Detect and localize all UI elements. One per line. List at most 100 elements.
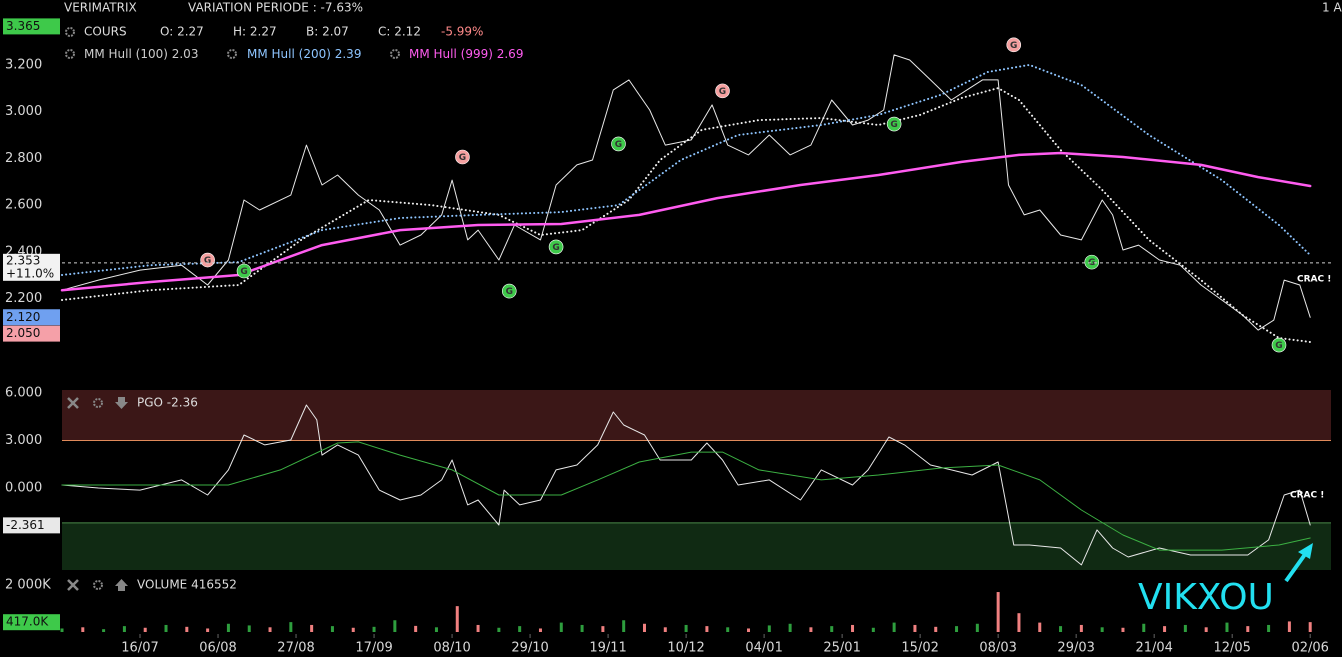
event-marker	[548, 239, 564, 255]
x-tick-label: 10/12	[667, 641, 704, 656]
annotation: CRAC !	[1290, 491, 1324, 501]
volume-bar	[705, 626, 709, 632]
volume-bar	[247, 625, 251, 632]
volume-bar	[892, 622, 896, 632]
series-line	[61, 87, 1312, 343]
volume-bar	[1308, 622, 1312, 632]
price-marker-sub: +11.0%	[6, 266, 54, 280]
event-marker	[236, 263, 252, 279]
event-label: G	[459, 153, 466, 163]
x-tick-label: 12/05	[1213, 641, 1250, 656]
volume-bar	[434, 627, 438, 632]
volume-bar	[809, 627, 813, 632]
event-label: G	[506, 287, 513, 297]
x-tick-label: 21/04	[1135, 641, 1172, 656]
event-label: G	[1010, 41, 1017, 51]
volume-bar	[414, 625, 418, 632]
gear-icon[interactable]	[93, 580, 103, 590]
volume-bar	[642, 623, 646, 632]
ohlc-close: C: 2.12	[378, 25, 421, 39]
volume-bar	[1100, 627, 1104, 632]
legend-cours: COURS	[84, 25, 127, 39]
gear-icon[interactable]	[93, 398, 103, 408]
event-label: G	[719, 87, 726, 97]
event-label: G	[615, 140, 622, 150]
y-tick-label: 3.000	[5, 433, 42, 448]
volume-bar	[310, 624, 314, 632]
x-tick-label: 27/08	[277, 641, 314, 656]
y-tick-label: 6.000	[5, 386, 42, 401]
volume-bar	[497, 627, 501, 632]
price-marker-label: 2.050	[6, 326, 40, 340]
price-marker	[3, 253, 60, 281]
volume-bar	[871, 627, 875, 632]
event-label: G	[204, 256, 211, 266]
volume-bar	[830, 626, 834, 632]
volume-bar	[1121, 627, 1125, 632]
gear-icon[interactable]	[65, 27, 75, 37]
event-label: G	[890, 120, 897, 130]
volume-bar	[601, 626, 605, 632]
volume-bar	[1038, 622, 1042, 632]
volume-bar	[1163, 626, 1167, 632]
volume-bar	[767, 625, 771, 632]
series-line	[61, 404, 1311, 566]
volume-bar	[622, 620, 626, 632]
y-tick-label: 2.600	[5, 198, 42, 213]
y-tick-label: 2.800	[5, 151, 42, 166]
close-icon[interactable]	[67, 579, 79, 591]
event-marker	[886, 116, 902, 132]
volume-bar	[580, 624, 584, 632]
volume-bar	[206, 628, 210, 632]
price-marker	[3, 309, 60, 326]
volume-bar	[1204, 627, 1208, 632]
y-tick-label: 0.000	[5, 480, 42, 495]
event-marker	[455, 149, 470, 165]
price-marker	[3, 325, 60, 342]
volume-bar	[81, 627, 85, 632]
change: -5.99%	[441, 25, 483, 39]
move-up-icon[interactable]	[115, 579, 128, 591]
price-marker	[3, 517, 60, 534]
gear-icon[interactable]	[65, 49, 75, 59]
ohlc-high: H: 2.27	[233, 25, 277, 39]
price-marker-label: -2.361	[6, 518, 45, 532]
series-line	[61, 63, 1312, 276]
event-marker	[200, 252, 215, 268]
volume-bar	[996, 592, 1000, 632]
volume-bar	[330, 626, 334, 632]
x-tick-label: 25/01	[823, 641, 860, 656]
event-label: G	[240, 267, 247, 277]
signature: VIKXOU	[1138, 577, 1274, 618]
y-tick-label: 3.000	[5, 104, 42, 119]
volume-bar	[226, 623, 230, 632]
price-marker	[3, 614, 60, 631]
price-marker-label: 3.365	[6, 19, 40, 33]
legend-value: 2.39	[335, 47, 362, 61]
volume-bar	[476, 624, 480, 632]
gear-icon[interactable]	[227, 49, 237, 59]
series-line	[61, 441, 1311, 551]
pgo-title: PGO -2.36	[137, 396, 198, 410]
x-tick-label: 29/10	[511, 641, 548, 656]
volume-bar	[559, 622, 563, 632]
event-label: G	[1275, 341, 1282, 351]
volume-bar	[1267, 624, 1271, 632]
volume-bar	[747, 628, 751, 632]
move-down-icon[interactable]	[115, 397, 128, 409]
volume-bar	[289, 622, 293, 632]
x-tick-label: 02/06	[1291, 641, 1328, 656]
y-tick-label: 2.200	[5, 291, 42, 306]
price-marker-label: 2.353	[6, 253, 40, 267]
event-marker	[715, 83, 730, 99]
period: 1 A	[1322, 1, 1342, 15]
volume-bar	[143, 627, 147, 632]
gear-icon[interactable]	[390, 49, 400, 59]
legend-value: 2.69	[497, 47, 524, 61]
event-label: G	[1088, 258, 1095, 268]
x-tick-label: 19/11	[589, 641, 626, 656]
legend-entry: MM Hull (999) 2.69	[409, 47, 523, 61]
volume-bar	[913, 624, 917, 632]
close-icon[interactable]	[67, 397, 79, 409]
volume-bar	[1059, 626, 1063, 632]
